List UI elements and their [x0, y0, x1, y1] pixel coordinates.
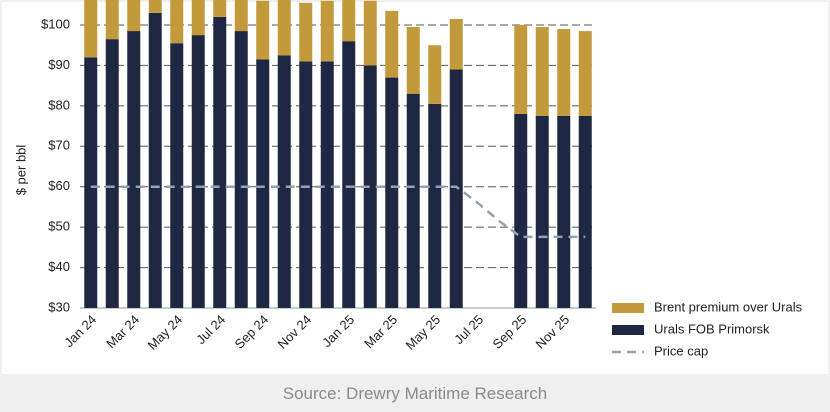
- bar-segment: [342, 41, 356, 309]
- y-tick-label: $40: [48, 259, 70, 274]
- bar-segment: [557, 29, 571, 116]
- bar-segment: [234, 0, 248, 32]
- bar-segment: [170, 0, 184, 44]
- bar-segment: [385, 77, 399, 308]
- bar-segment: [578, 115, 592, 308]
- bar-segment: [449, 18, 463, 70]
- bar-segment: [170, 43, 184, 308]
- bar-segment: [363, 65, 377, 308]
- bar-segment: [191, 0, 205, 36]
- legend-swatch: [612, 303, 644, 313]
- bar-segment: [256, 59, 270, 308]
- bar-segment: [514, 25, 528, 114]
- y-tick-label: $30: [48, 299, 70, 314]
- bar-segment: [535, 27, 549, 116]
- bar-segment: [277, 0, 291, 56]
- legend-label: Price cap: [654, 343, 708, 358]
- source: Source: Drewry Maritime Research: [0, 376, 830, 412]
- bar-segment: [342, 0, 356, 42]
- bar-segment: [127, 0, 141, 32]
- bar-segment: [191, 35, 205, 308]
- bar-segment: [449, 69, 463, 308]
- y-axis-label: $ per bbl: [13, 145, 28, 196]
- bar-segment: [406, 27, 420, 94]
- bar-segment: [557, 115, 571, 308]
- price-cap-line: [90, 185, 586, 239]
- bar-segment: [277, 55, 291, 309]
- legend-label: Brent premium over Urals: [654, 299, 803, 314]
- bar-segment: [213, 0, 227, 17]
- bar-segment: [406, 93, 420, 308]
- legend-label: Urals FOB Primorsk: [654, 321, 770, 336]
- bar-segment: [148, 12, 162, 308]
- bar-segment: [428, 45, 442, 104]
- bar-segment: [234, 31, 248, 309]
- bar-segment: [127, 31, 141, 309]
- bar-segment: [320, 61, 334, 309]
- bar-segment: [84, 57, 98, 308]
- bar-segment: [105, 39, 119, 309]
- bar-segment: [299, 2, 313, 62]
- bar-segment: [105, 0, 119, 40]
- bar-segment: [428, 103, 442, 308]
- y-tick-label: $70: [48, 138, 70, 153]
- bar-segment: [320, 0, 334, 62]
- bar-segment: [578, 31, 592, 116]
- bar-segment: [299, 61, 313, 309]
- y-tick-label: $50: [48, 219, 70, 234]
- bar-segment: [514, 113, 528, 308]
- bar-segment: [213, 16, 227, 309]
- y-tick-label: $100: [41, 16, 70, 31]
- bar-segment: [84, 0, 98, 58]
- legend-swatch: [612, 325, 644, 335]
- y-tick-label: $80: [48, 97, 70, 112]
- bar-segment: [148, 0, 162, 13]
- y-tick-label: $60: [48, 178, 70, 193]
- y-tick-label: $90: [48, 57, 70, 72]
- bar-segment: [363, 0, 377, 66]
- bar-segment: [256, 0, 270, 60]
- bar-segment: [535, 115, 549, 308]
- bar-segment: [385, 10, 399, 78]
